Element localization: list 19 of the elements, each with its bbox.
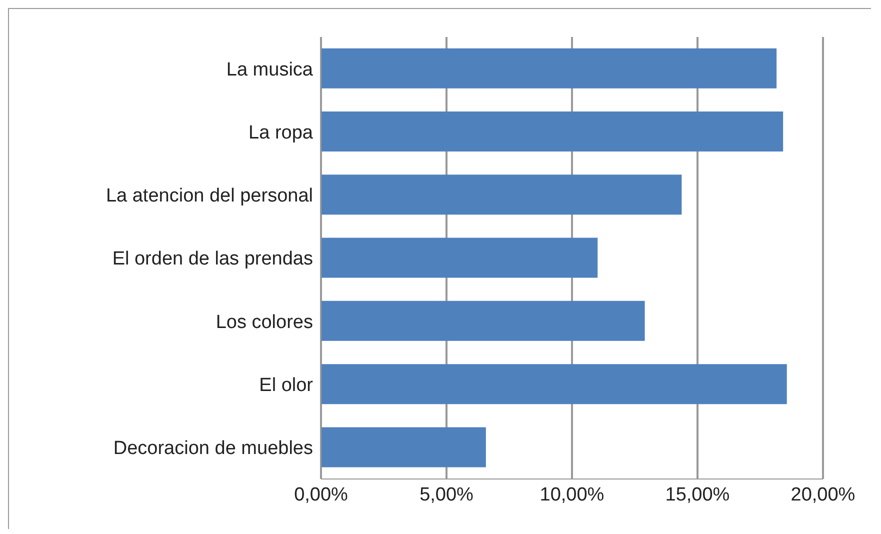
bar bbox=[321, 238, 598, 278]
y-tick-label: La ropa bbox=[248, 122, 314, 144]
x-tick-label: 5,00% bbox=[420, 484, 474, 506]
x-tick-label: 15,00% bbox=[665, 484, 730, 506]
x-tick-label: 0,00% bbox=[294, 484, 348, 506]
y-tick-label: La atencion del personal bbox=[106, 186, 313, 207]
bar bbox=[321, 364, 787, 404]
y-tick-label: El olor bbox=[259, 375, 314, 396]
bar bbox=[321, 112, 784, 152]
x-tick-label: 20,00% bbox=[790, 484, 856, 506]
bar bbox=[321, 427, 486, 468]
x-tick-label: 10,00% bbox=[540, 484, 604, 506]
bar bbox=[321, 300, 645, 341]
y-tick-label: Decoracion de muebles bbox=[113, 438, 313, 460]
y-tick-label: Los colores bbox=[216, 312, 313, 333]
y-tick-label: La musica bbox=[226, 59, 314, 80]
y-tick-label: El orden de las prendas bbox=[112, 248, 313, 270]
bar bbox=[321, 48, 777, 88]
bar bbox=[321, 174, 682, 215]
